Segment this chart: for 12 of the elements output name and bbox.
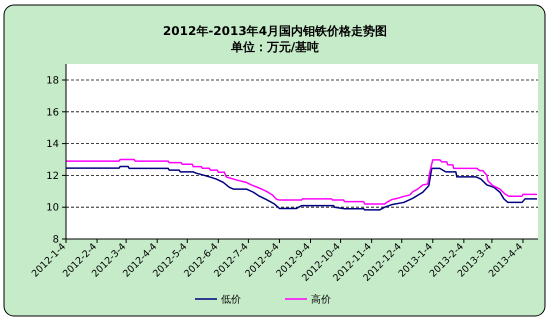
- line-series: [65, 158, 538, 205]
- y-tick-label: 8: [52, 234, 59, 246]
- legend-label: 低价: [221, 294, 241, 306]
- chart-title: 2012年-2013年4月国内钼铁价格走势图: [162, 24, 388, 38]
- y-tick-label: 12: [46, 170, 59, 182]
- y-tick-label: 10: [46, 202, 59, 214]
- line-series: [65, 166, 538, 211]
- y-tick-label: 16: [46, 107, 59, 118]
- y-tick-label: 18: [46, 76, 59, 86]
- legend-label: 高价: [311, 294, 331, 306]
- chart-subtitle: 单位：万元/基吨: [230, 40, 320, 54]
- y-tick-label: 14: [46, 139, 59, 150]
